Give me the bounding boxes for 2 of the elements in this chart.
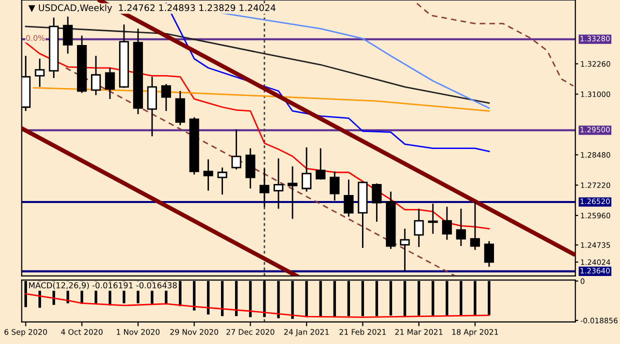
annotation: MACD(12,26,9) -0.016191 -0.016438 (29, 282, 177, 290)
chart-title: ▼ USDCAD,Weekly 1.24762 1.24893 1.23829 1.24024 (28, 4, 276, 13)
